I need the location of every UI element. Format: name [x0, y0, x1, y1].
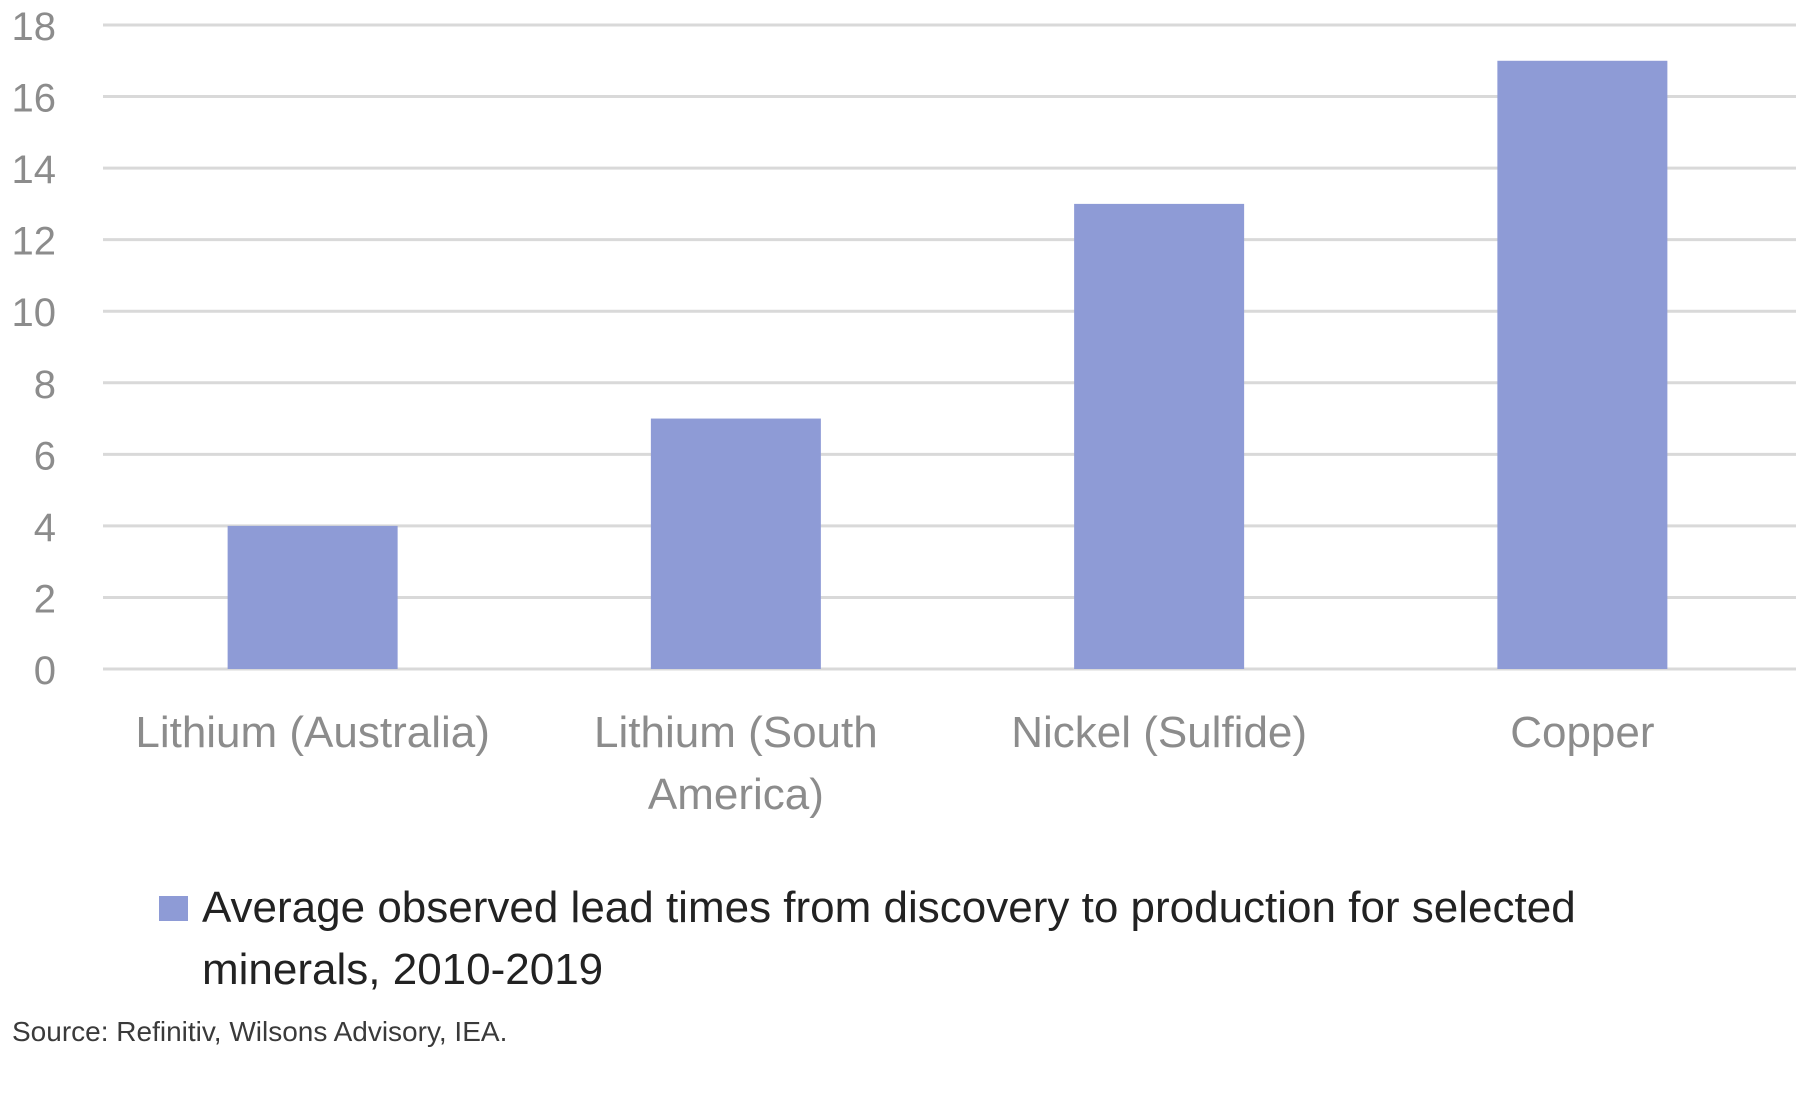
y-tick-label: 0	[34, 649, 56, 693]
y-tick-label: 12	[12, 220, 57, 264]
bar	[650, 418, 821, 669]
bars	[227, 60, 1668, 670]
legend-line: minerals, 2010-2019	[202, 945, 603, 994]
bar	[1074, 203, 1245, 669]
y-tick-label: 10	[12, 291, 57, 335]
y-tick-label: 8	[34, 363, 56, 407]
x-category-label: Lithium (Australia)	[135, 708, 490, 757]
x-category-label: Lithium (South	[594, 708, 878, 757]
legend-swatch	[159, 896, 188, 921]
y-tick-label: 4	[34, 506, 56, 550]
x-category-label: Copper	[1510, 708, 1654, 757]
x-category-label: America)	[648, 770, 824, 819]
legend: Average observed lead times from discove…	[159, 883, 1576, 994]
y-tick-label: 6	[34, 434, 56, 478]
legend-line: Average observed lead times from discove…	[202, 883, 1576, 932]
x-category-label: Nickel (Sulfide)	[1011, 708, 1307, 757]
legend-text: Average observed lead times from discove…	[202, 883, 1576, 994]
y-tick-label: 2	[34, 577, 56, 621]
x-axis-category-labels: Lithium (Australia) Lithium (South America…	[135, 708, 1654, 819]
bar	[1497, 60, 1668, 670]
bar	[227, 525, 398, 669]
y-tick-label: 14	[12, 148, 57, 192]
y-axis-tick-labels: 0 2 4 6 8 10 12 14 16 18	[12, 5, 57, 693]
y-tick-label: 16	[12, 77, 57, 121]
y-tick-label: 18	[12, 5, 57, 49]
source-note: Source: Refinitiv, Wilsons Advisory, IEA…	[12, 1016, 508, 1047]
